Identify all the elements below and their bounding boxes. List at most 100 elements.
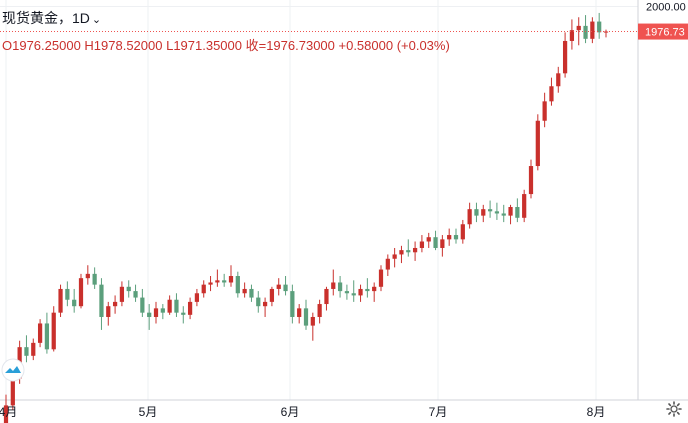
candle-body	[576, 25, 581, 31]
candle-body	[508, 207, 513, 216]
candle-body	[65, 288, 70, 300]
candle-body	[481, 209, 486, 216]
candle-body	[235, 276, 240, 294]
candle-body	[303, 308, 309, 326]
candle-body	[160, 308, 165, 313]
candle-body	[140, 297, 145, 313]
candle-body	[174, 299, 179, 313]
candle-body	[487, 209, 493, 212]
candle-body	[249, 288, 254, 298]
chevron-down-icon[interactable]: ⌄	[91, 14, 102, 26]
candle-body	[194, 293, 200, 302]
candle-body	[324, 288, 329, 305]
x-tick-label: 4月	[0, 405, 17, 419]
candle-body	[72, 299, 77, 307]
candle-body	[597, 21, 602, 33]
candle-body	[317, 304, 322, 317]
candle-body	[440, 239, 445, 248]
candle-body	[3, 405, 9, 423]
candle-body	[51, 312, 56, 350]
candle-body	[358, 288, 363, 296]
candle-body	[106, 306, 111, 317]
candle-body	[474, 209, 479, 216]
candle-body	[262, 301, 268, 307]
candle-body	[112, 301, 118, 307]
candle-body	[426, 237, 431, 242]
candle-body	[126, 286, 131, 292]
last-price-badge	[638, 23, 688, 40]
candle-body	[24, 347, 29, 356]
candle-body	[310, 316, 315, 326]
candle-body	[351, 293, 356, 296]
candle-body	[392, 254, 397, 259]
candles	[3, 12, 609, 423]
candle-body	[433, 237, 438, 248]
candle-body	[215, 280, 220, 283]
candle-body	[283, 284, 288, 292]
candle-body	[44, 323, 50, 350]
candle-body	[153, 308, 159, 317]
grid-lines	[0, 0, 638, 400]
candle-body	[92, 273, 97, 285]
candle-body	[556, 73, 561, 87]
candle-body	[222, 280, 227, 283]
x-tick-label: 6月	[281, 405, 300, 419]
candle-body	[290, 291, 295, 317]
candle-body	[467, 209, 472, 225]
candle-body	[406, 250, 411, 253]
gear-icon[interactable]	[666, 401, 682, 417]
candle-body	[494, 211, 500, 214]
candle-body	[337, 282, 343, 292]
candle-body	[201, 284, 206, 294]
candle-body	[269, 288, 275, 302]
candle-body	[365, 288, 370, 292]
candle-body	[569, 30, 575, 41]
candle-body	[583, 25, 588, 39]
candle-body	[99, 284, 104, 317]
candle-body	[453, 235, 459, 240]
last-price-label: 1976.73	[645, 27, 685, 39]
candle-body	[549, 86, 554, 102]
candle-body	[590, 21, 595, 39]
candle-body	[187, 301, 193, 315]
candle-body	[256, 297, 261, 307]
last-price-line: 1976.73	[0, 23, 688, 40]
candle-body	[228, 276, 234, 283]
candle-body	[344, 291, 350, 294]
candle-body	[147, 312, 152, 317]
candle-body	[276, 284, 281, 289]
candle-body	[447, 235, 452, 240]
candle-body	[37, 323, 43, 343]
candle-body	[399, 250, 404, 255]
x-tick-label: 5月	[139, 405, 158, 419]
candle-body	[181, 312, 186, 315]
candle-body	[515, 207, 520, 218]
candle-body	[331, 282, 336, 289]
candle-body	[31, 342, 36, 356]
ohlc-legend: O1976.25000 H1978.52000 L1971.35000 收=19…	[2, 38, 450, 53]
candle-body	[562, 40, 568, 74]
candle-body	[78, 278, 84, 307]
candle-body	[412, 247, 418, 253]
tradingview-logo-icon[interactable]	[0, 358, 26, 382]
candle-body	[385, 258, 390, 270]
symbol-title-text: 现货黄金，1D	[2, 10, 90, 26]
candle-body	[372, 286, 377, 292]
candle-body	[58, 288, 63, 313]
candle-body	[208, 282, 213, 285]
candle-body	[535, 120, 540, 167]
time-axis[interactable]: 4月 5月 6月 7月 8月	[0, 405, 605, 419]
candle-body	[242, 288, 247, 294]
candle-body	[297, 308, 302, 317]
y-tick-label: 2000.00	[646, 1, 686, 13]
candle-body	[119, 286, 125, 302]
price-axis[interactable]: 2000.00	[646, 1, 686, 13]
symbol-title[interactable]: 现货黄金，1D ⌄	[2, 8, 101, 28]
candle-body	[419, 241, 425, 248]
candle-body	[522, 194, 527, 218]
x-tick-label: 7月	[429, 405, 448, 419]
candle-body	[10, 378, 15, 406]
candle-body	[378, 269, 384, 287]
candle-body	[460, 224, 465, 240]
